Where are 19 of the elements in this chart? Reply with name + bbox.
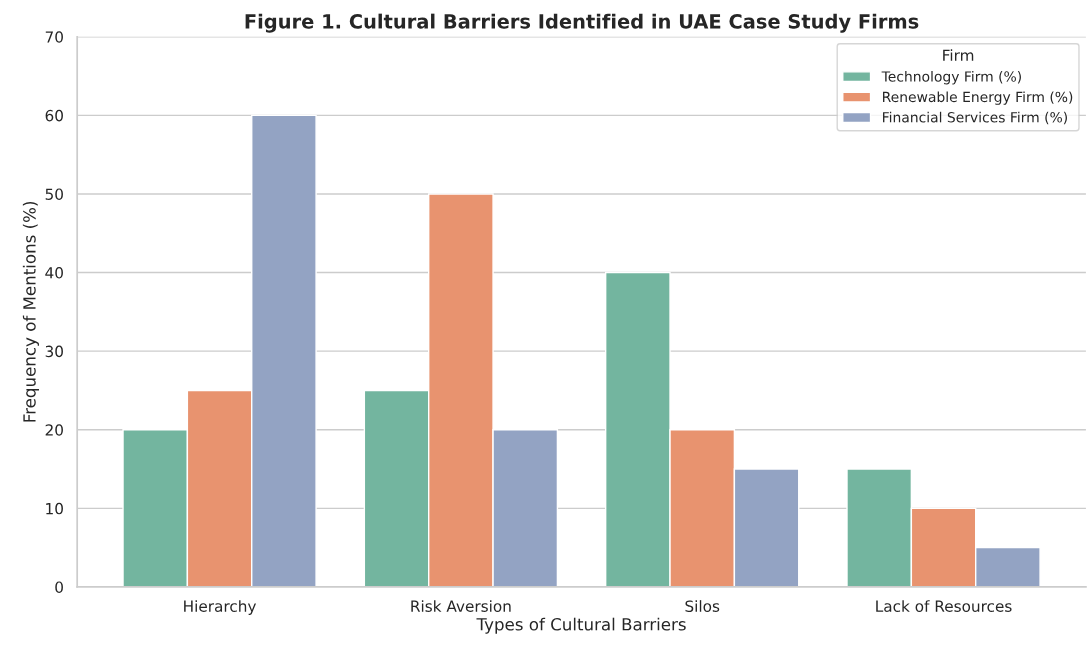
x-tick-label: Lack of Resources (876, 600, 1012, 612)
y-tick-label: 20 (45, 424, 63, 436)
y-tick-label: 60 (45, 109, 63, 122)
y-tick-label: 70 (45, 31, 63, 43)
legend-label: Renewable Energy Firm (%) (883, 91, 1073, 105)
x-tick-label: Risk Aversion (411, 600, 511, 612)
chart-title: Figure 1. Cultural Barriers Identified in UAE Case Study Firms (245, 13, 919, 33)
x-tick-label: Hierarchy (184, 600, 257, 615)
legend-label: Financial Services Firm (%) (883, 111, 1067, 125)
y-tick-label: 30 (45, 345, 63, 358)
y-tick-label: 10 (46, 502, 63, 515)
legend-title: Firm (943, 49, 974, 61)
y-tick-label: 40 (45, 267, 63, 279)
legend-label: Technology Firm (%) (881, 71, 1021, 85)
y-tick-label: 50 (45, 188, 63, 200)
y-axis-title: Frequency of Mentions (%) (22, 201, 39, 422)
y-tick-label: 0 (55, 581, 63, 593)
x-tick-label: Silos (685, 600, 720, 612)
x-axis-title: Types of Cultural Barriers (476, 617, 686, 634)
